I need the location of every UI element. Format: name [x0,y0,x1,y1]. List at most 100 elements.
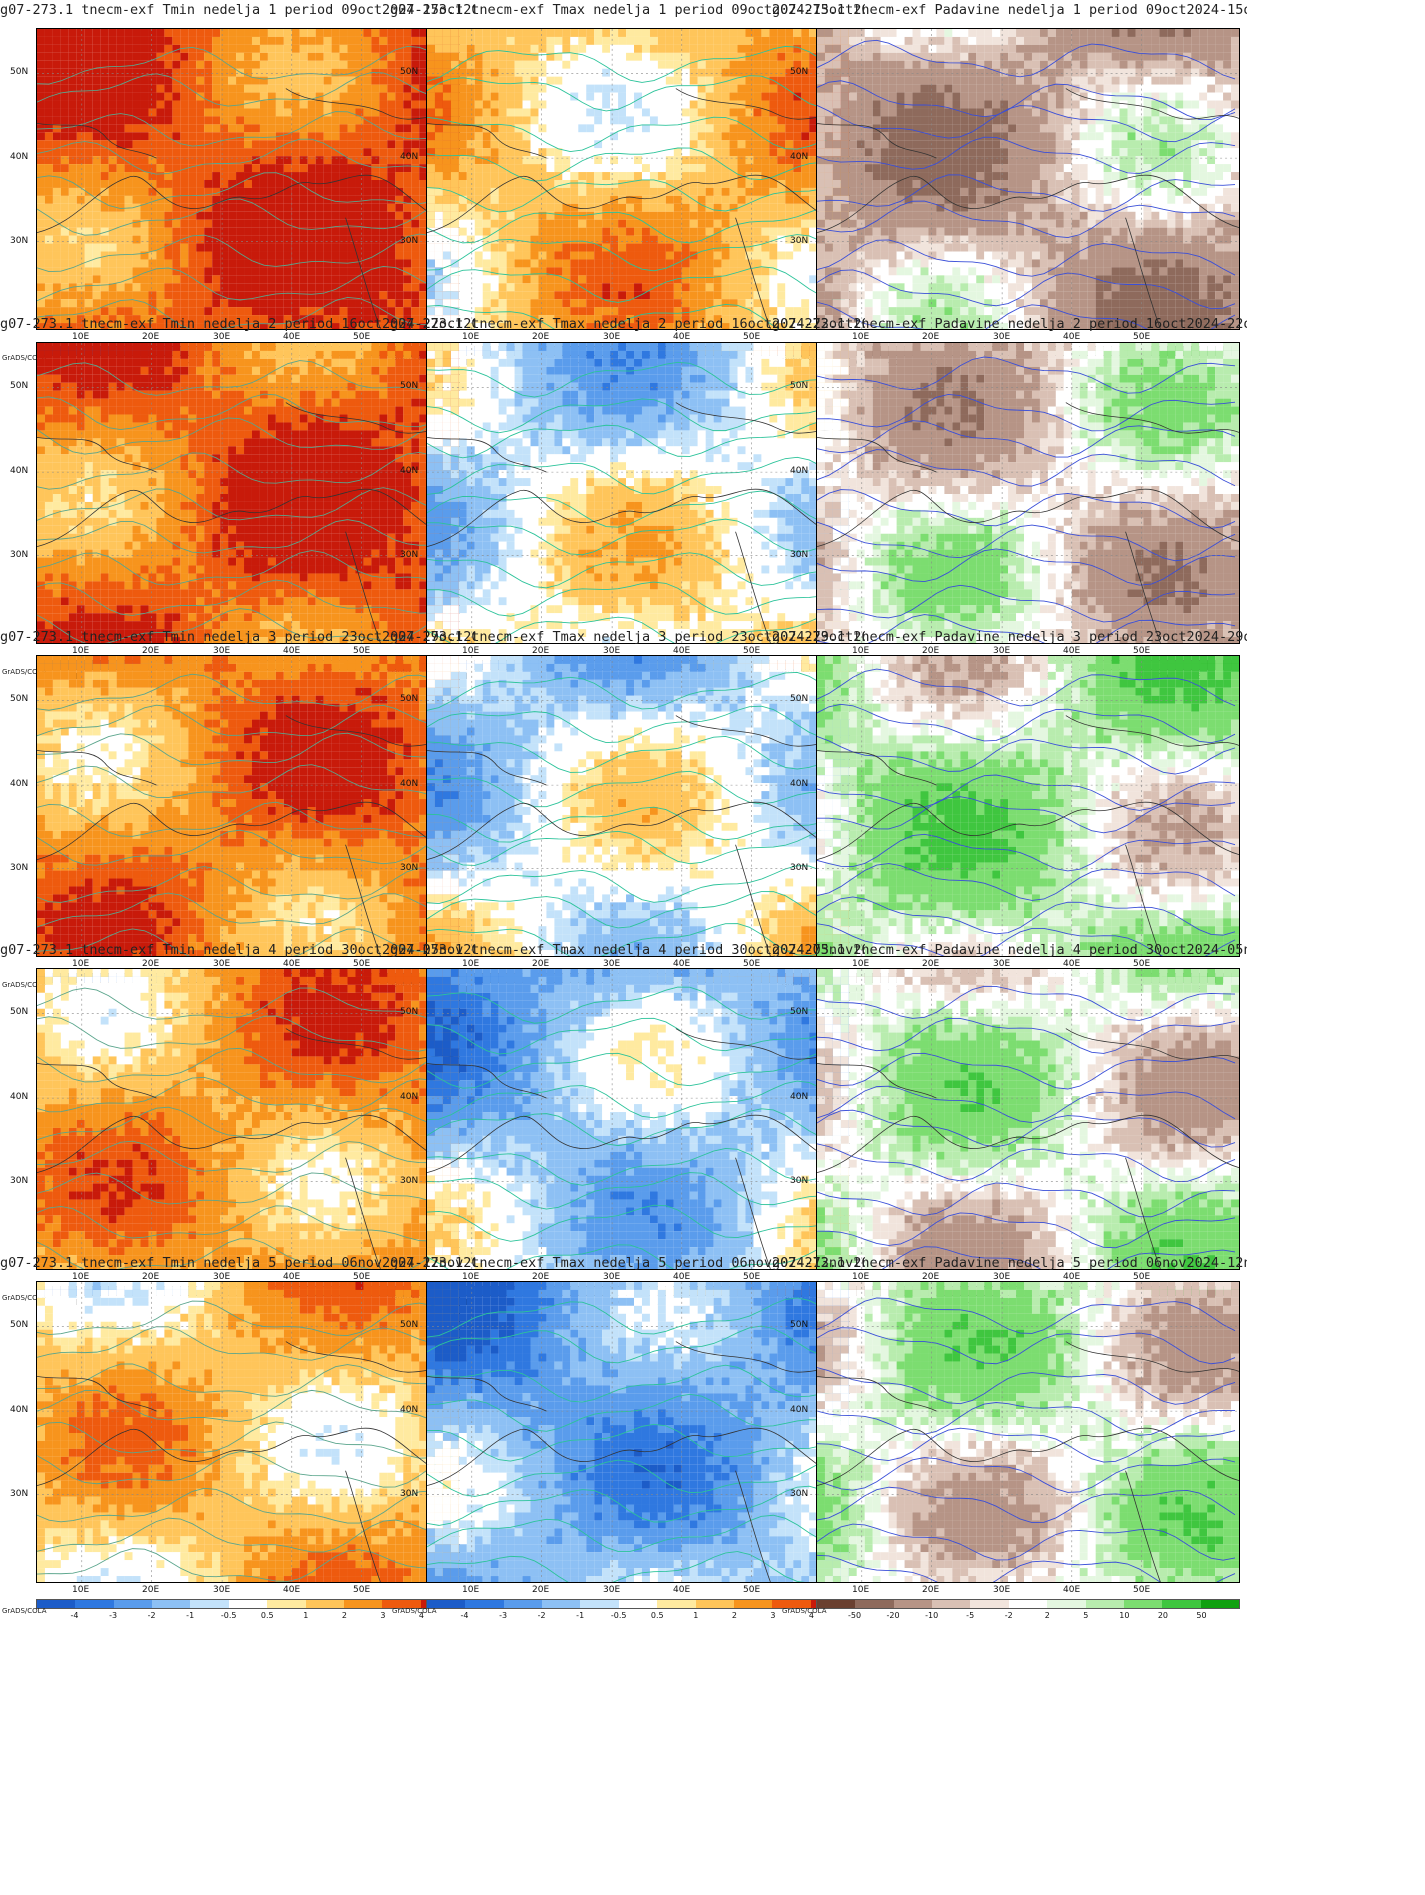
map-plot [816,968,1240,1270]
panel-title: g07-273.1 tnecm-exf Tmin nedelja 3 perio… [0,629,475,645]
graticule [37,969,459,1269]
colorbar-tick-label: 0.5 [651,1611,664,1620]
contour-lines [37,1300,456,1582]
panel-title: g07-273.1 tnecm-exf Tmax nedelja 4 perio… [390,942,865,958]
latitude-label: 50N [10,694,28,704]
contour-lines [427,986,846,1269]
coastline [37,715,459,956]
longitude-label: 10E [72,1272,89,1282]
latitude-label: 50N [10,1007,28,1017]
latitude-label: 50N [400,381,418,391]
longitude-label: 30E [213,959,230,969]
longitude-label: 50E [743,959,760,969]
latitude-label: 50N [400,67,418,77]
coastline [817,1028,1239,1269]
colorbar-swatch [817,1600,856,1608]
colorbar-swatch [657,1600,696,1608]
anomaly-field [817,656,1239,956]
longitude-label: 10E [462,332,479,342]
colorbar-tick-label: 2 [732,1611,737,1620]
graticule [427,969,849,1269]
longitude-label: 20E [922,646,939,656]
latitude-label: 30N [10,550,28,560]
longitude-label: 50E [743,1272,760,1282]
longitude-label: 30E [213,1585,230,1595]
colorbar-swatch [267,1600,306,1608]
longitude-label: 30E [993,959,1010,969]
map-plot [426,342,850,644]
latitude-label: 50N [790,1320,808,1330]
longitude-label: 40E [1063,1585,1080,1595]
grads-credit: GrADS/COLA [2,1607,47,1615]
longitude-label: 20E [142,1272,159,1282]
colorbar-swatch [190,1600,229,1608]
anomaly-field [37,969,459,1269]
longitude-label: 20E [142,332,159,342]
contour-lines [427,1297,846,1582]
longitude-label: 40E [673,332,690,342]
longitude-label: 50E [353,1272,370,1282]
contour-lines [37,46,456,329]
colorbar-swatch [733,1600,773,1608]
coastline [817,402,1239,643]
colorbar-tick-label: -2 [1005,1611,1013,1620]
latitude-label: 50N [10,1320,28,1330]
longitude-label: 40E [1063,332,1080,342]
latitude-label: 50N [10,67,28,77]
anomaly-field [817,969,1239,1269]
longitude-label: 50E [743,332,760,342]
longitude-label: 30E [603,646,620,656]
longitude-label: 30E [603,1585,620,1595]
longitude-label: 50E [353,959,370,969]
grads-credit: GrADS/COLA [2,1294,47,1302]
colorbar-swatch [1085,1600,1124,1608]
graticule [427,656,849,956]
graticule [817,969,1239,1269]
map-panel-prec-week-2: g07-273.1 tnecm-exf Padavine nedelja 2 p… [772,314,1255,693]
longitude-label: 40E [283,1272,300,1282]
longitude-label: 50E [1133,1272,1150,1282]
longitude-label: 50E [743,646,760,656]
colorbar-swatch [37,1600,76,1608]
graticule [427,343,849,643]
colorbar-tick-label: 2 [1045,1611,1050,1620]
colorbar-swatch [343,1600,383,1608]
longitude-label: 10E [462,959,479,969]
contour-lines [817,356,1236,643]
colorbar-tick-label: -4 [71,1611,79,1620]
colorbar-tick-label: 4 [419,1611,424,1620]
colorbar-swatch [1162,1600,1201,1608]
coastline [817,1341,1239,1582]
coastline [427,1028,849,1269]
colorbar-tick-label: -10 [925,1611,938,1620]
colorbar [816,1599,1240,1609]
colorbar-swatch [228,1600,268,1608]
colorbar-tick-label: 10 [1119,1611,1129,1620]
map-plot [36,28,460,330]
colorbar-swatch [618,1600,658,1608]
anomaly-field [427,656,849,956]
longitude-label: 30E [993,1585,1010,1595]
longitude-label: 30E [993,646,1010,656]
panel-title: g07-273.1 tnecm-exf Padavine nedelja 5 p… [772,1255,1247,1271]
latitude-label: 30N [790,550,808,560]
colorbar-swatch [695,1600,734,1608]
longitude-label: 30E [213,646,230,656]
colorbar-swatch [1047,1600,1086,1608]
map-panel-tmin-week-3: g07-273.1 tnecm-exf Tmin nedelja 3 perio… [0,627,475,1006]
colorbar-tick-label: -3 [499,1611,507,1620]
map-panel-prec-week-4: g07-273.1 tnecm-exf Padavine nedelja 4 p… [772,940,1255,1319]
grads-credit: GrADS/COLA [392,1607,437,1615]
longitude-label: 20E [142,959,159,969]
map-panel-prec-week-1: g07-273.1 tnecm-exf Padavine nedelja 1 p… [772,0,1255,379]
coastline [37,1341,459,1582]
colorbar-tick-label: -4 [461,1611,469,1620]
colorbar-swatch [75,1600,114,1608]
map-panel-prec-week-5: g07-273.1 tnecm-exf Padavine nedelja 5 p… [772,1253,1255,1632]
panel-title: g07-273.1 tnecm-exf Tmin nedelja 2 perio… [0,316,475,332]
latitude-label: 30N [400,550,418,560]
longitude-label: 10E [72,646,89,656]
longitude-label: 30E [603,332,620,342]
map-plot [816,655,1240,957]
colorbar-tick-label: 20 [1158,1611,1168,1620]
